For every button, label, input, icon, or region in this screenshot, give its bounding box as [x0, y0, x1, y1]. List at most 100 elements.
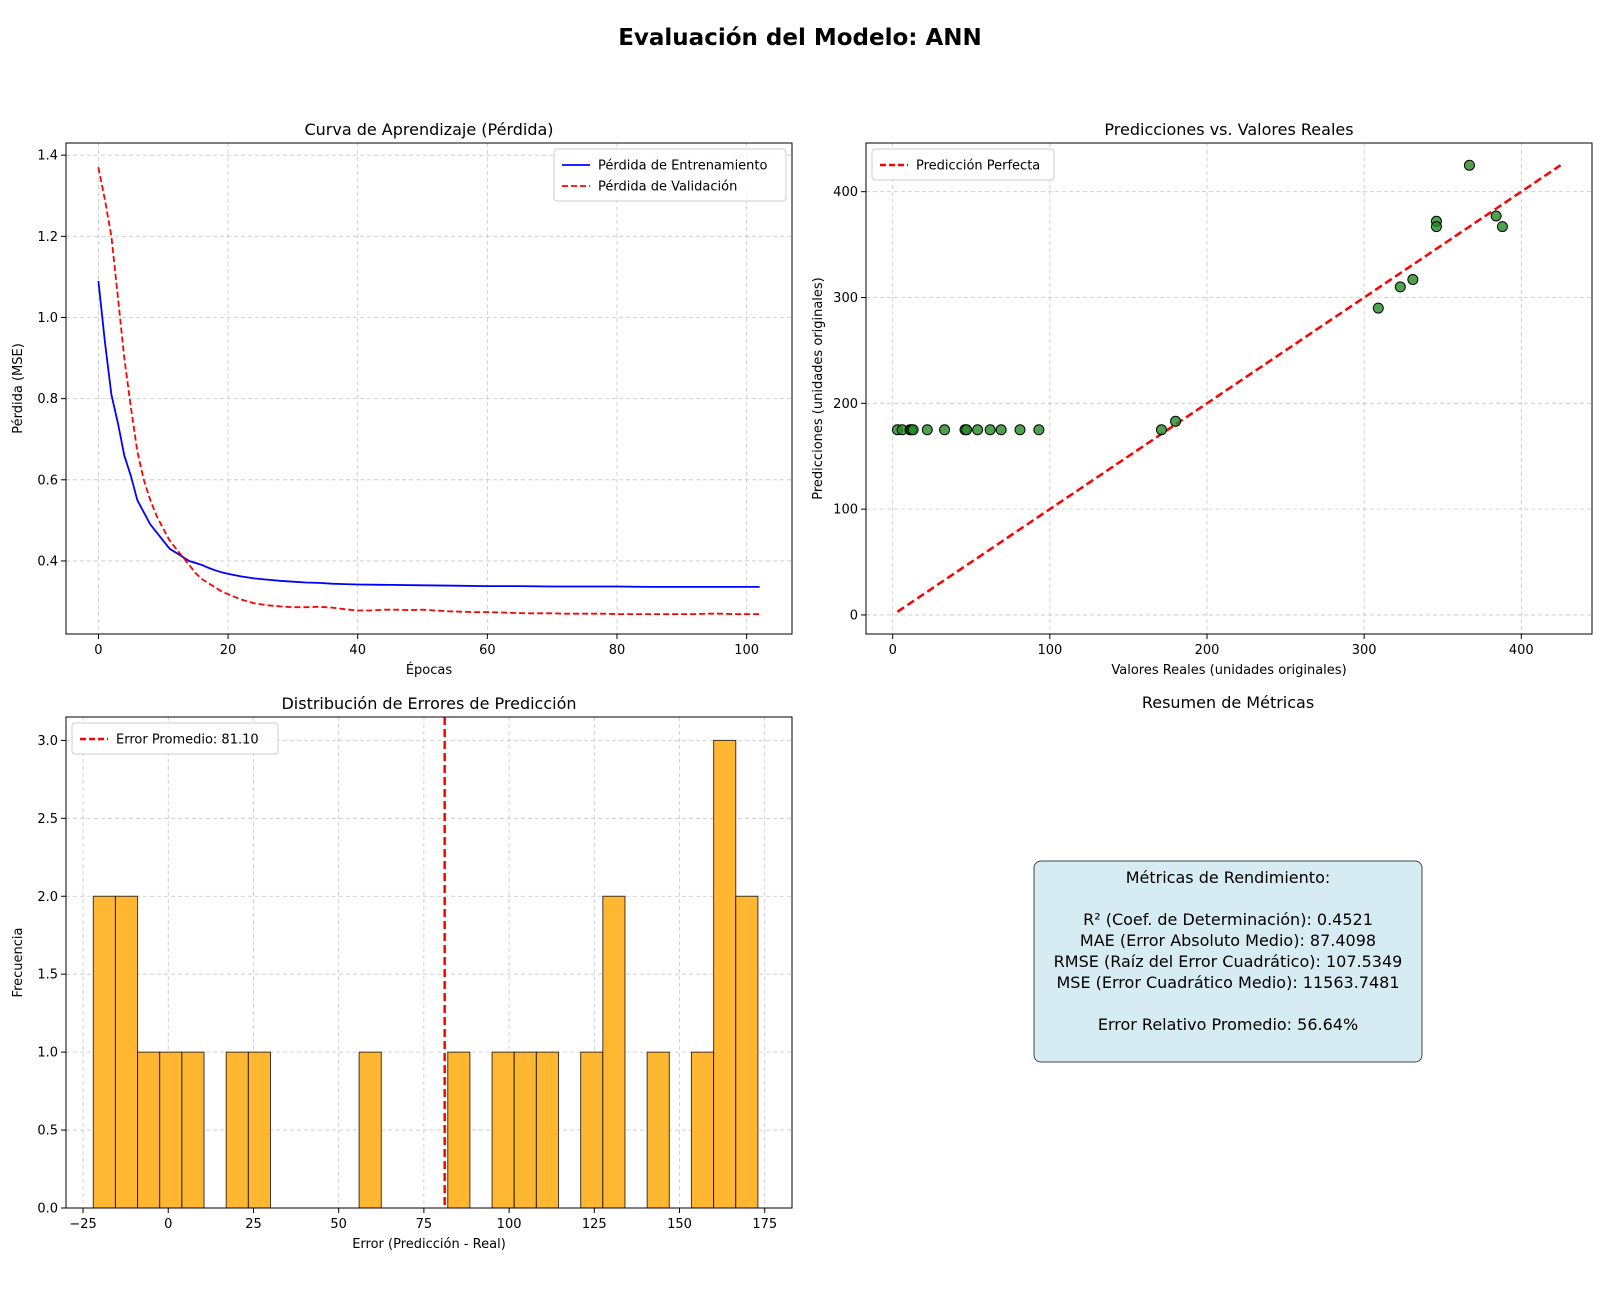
- metric-relative-error: Error Relativo Promedio: 56.64%: [1098, 1015, 1358, 1034]
- x-tick-label: 0: [164, 1217, 172, 1232]
- y-tick-label: 0.8: [37, 392, 58, 407]
- scatter-point: [1033, 424, 1045, 436]
- x-tick-label: 25: [245, 1217, 262, 1232]
- y-tick-label: 0.0: [37, 1202, 58, 1217]
- scatter-point: [907, 424, 919, 436]
- x-tick-label: 125: [582, 1217, 607, 1232]
- y-tick-label: 2.5: [37, 812, 58, 827]
- y-tick-label: 0.6: [37, 473, 58, 488]
- scatter-point: [1496, 221, 1508, 233]
- histogram-bar: [247, 1051, 272, 1209]
- histogram-bar: [580, 1051, 604, 1209]
- histogram-bar: [690, 1051, 715, 1209]
- scatter-point: [1170, 415, 1182, 427]
- legend: Error Promedio: 81.10: [71, 722, 279, 755]
- figure-title: Evaluación del Modelo: ANN: [618, 25, 982, 51]
- validation-loss-line: [97, 167, 760, 615]
- histogram-bar: [181, 1051, 205, 1209]
- training-loss-line: [97, 280, 760, 588]
- y-tick-label: 100: [833, 503, 858, 518]
- histogram-bar: [92, 895, 116, 1209]
- y-tick-label: 0: [850, 608, 858, 623]
- histogram-bar: [491, 1051, 515, 1209]
- histogram-bar: [713, 739, 737, 1209]
- legend-label: Error Promedio: 81.10: [116, 733, 259, 748]
- scatter-point: [961, 424, 973, 436]
- x-tick-label: 0: [94, 643, 102, 658]
- chart-title: Predicciones vs. Valores Reales: [1104, 120, 1353, 139]
- metrics-heading: Métricas de Rendimiento:: [1126, 868, 1331, 887]
- y-tick-label: 3.0: [37, 734, 58, 749]
- y-axis-label: Predicciones (unidades originales): [811, 277, 826, 500]
- scatter-point: [939, 424, 951, 436]
- error-histogram-chart: −25 0 25 50 75 100 125 150 175 0.0 0.5 1.0 1.5 2.0 2.5…: [11, 694, 793, 1252]
- x-tick-label: 100: [734, 643, 759, 658]
- scatter-point: [1407, 274, 1419, 286]
- x-tick-label: 80: [609, 643, 626, 658]
- histogram-bar: [513, 1051, 537, 1209]
- scatter-point: [995, 424, 1007, 436]
- scatter-point: [1463, 159, 1475, 171]
- perfect-prediction-line: [896, 164, 1562, 613]
- x-tick-label: 20: [220, 643, 237, 658]
- y-tick-label: 1.0: [37, 1046, 58, 1061]
- legend-box: [553, 148, 787, 202]
- histogram-bar: [137, 1051, 161, 1209]
- legend-label: Predicción Perfecta: [916, 159, 1040, 174]
- chart-title: Curva de Aprendizaje (Pérdida): [304, 120, 553, 139]
- x-tick-label: 60: [479, 643, 496, 658]
- x-axis-label: Épocas: [406, 662, 453, 678]
- grid: [866, 143, 1592, 634]
- histogram-bar: [225, 1051, 249, 1209]
- x-tick-label: 300: [1352, 643, 1377, 658]
- scatter-point: [984, 424, 996, 436]
- x-tick-label: 400: [1509, 643, 1534, 658]
- scatter-point: [1490, 210, 1502, 222]
- x-tick-label: 150: [667, 1217, 692, 1232]
- legend-box: [71, 722, 279, 755]
- learning-curve-chart: 0 20 40 60 80 100 0.4 0.6 0.8 1.0 1.2 1.4 Curva de A…: [11, 120, 793, 678]
- x-tick-label: 50: [330, 1217, 347, 1232]
- y-tick-label: 1.4: [37, 149, 58, 164]
- legend: Predicción Perfecta: [871, 148, 1055, 181]
- grid: [66, 143, 792, 634]
- chart-title: Distribución de Errores de Predicción: [281, 694, 576, 713]
- y-tick-label: 1.5: [37, 968, 58, 983]
- x-tick-label: 100: [497, 1217, 522, 1232]
- axes-frame: [65, 716, 793, 1209]
- x-tick-label: 175: [752, 1217, 777, 1232]
- histogram-bar: [114, 895, 139, 1209]
- scatter-point: [1014, 424, 1026, 436]
- x-tick-label: 200: [1195, 643, 1220, 658]
- scatter-point: [972, 424, 984, 436]
- histogram-bar: [159, 1051, 183, 1209]
- y-tick-label: 0.4: [37, 554, 58, 569]
- x-tick-label: 75: [416, 1217, 433, 1232]
- histogram-bar: [358, 1051, 382, 1209]
- scatter-point: [1430, 221, 1442, 233]
- histogram-bar: [602, 895, 626, 1209]
- metric-r2: R² (Coef. de Determinación): 0.4521: [1083, 910, 1373, 929]
- legend-label: Pérdida de Entrenamiento: [598, 159, 768, 174]
- x-axis-label: Valores Reales (unidades originales): [1111, 663, 1346, 678]
- y-tick-label: 2.0: [37, 890, 58, 905]
- metrics-summary-panel: Resumen de Métricas Métricas de Rendimie…: [1033, 693, 1423, 1063]
- histogram-bar: [447, 1051, 471, 1209]
- y-tick-label: 0.5: [37, 1124, 58, 1139]
- legend: Pérdida de Entrenamiento Pérdida de Valid…: [553, 148, 787, 202]
- histogram-bar: [535, 1051, 560, 1209]
- x-tick-label: 40: [349, 643, 366, 658]
- scatter-point: [1394, 281, 1406, 293]
- metric-mae: MAE (Error Absoluto Medio): 87.4098: [1080, 931, 1376, 950]
- axes-frame: [65, 142, 793, 635]
- metric-rmse: RMSE (Raíz del Error Cuadrático): 107.53…: [1054, 952, 1403, 971]
- histogram-bar: [735, 895, 759, 1209]
- metrics-box: [1033, 860, 1423, 1063]
- x-axis-label: Error (Predicción - Real): [352, 1237, 506, 1252]
- metrics-panel-title: Resumen de Métricas: [1142, 693, 1314, 712]
- y-tick-label: 1.2: [37, 230, 58, 245]
- scatter-point: [1155, 424, 1167, 436]
- y-tick-label: 1.0: [37, 311, 58, 326]
- x-tick-label: 0: [889, 643, 897, 658]
